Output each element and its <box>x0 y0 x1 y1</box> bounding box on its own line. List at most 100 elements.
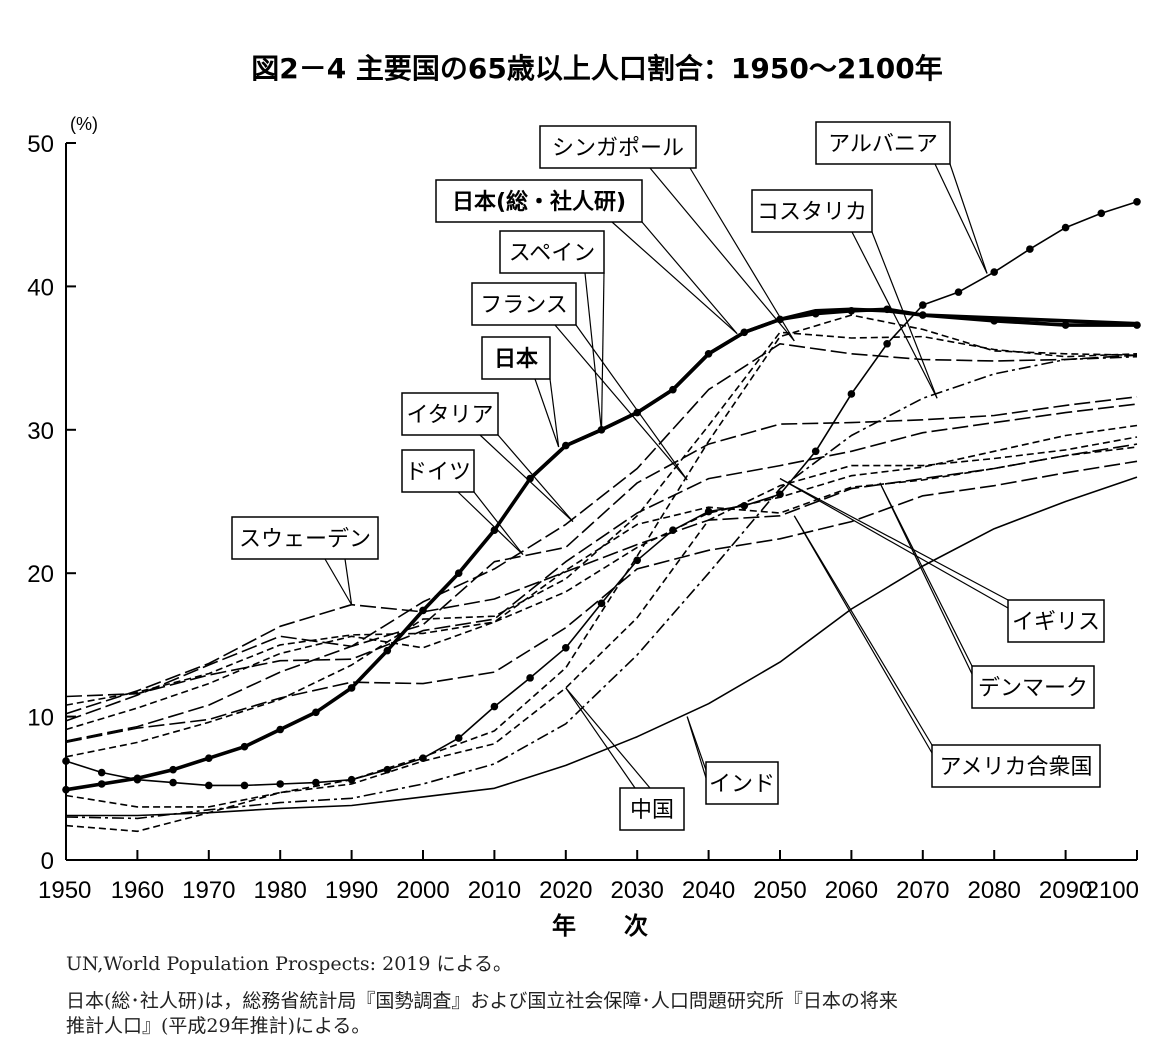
x-tick-label: 1980 <box>254 877 307 904</box>
series-2-point <box>97 768 106 777</box>
x-tick-label: 2030 <box>611 877 664 904</box>
series-2-point <box>205 781 213 790</box>
source-note: UN,World Population Prospects: 2019 による。 <box>66 953 512 975</box>
series-2-point <box>1061 223 1070 232</box>
series-1-point <box>883 305 891 314</box>
y-tick-label: 0 <box>41 848 54 875</box>
series-0-line <box>528 307 1138 480</box>
series-2-point <box>954 288 963 296</box>
series-2-point <box>847 390 856 398</box>
series-1-point <box>704 349 713 358</box>
leader-line <box>554 324 688 481</box>
series-2-point <box>62 757 70 765</box>
series-13-line <box>65 436 1138 808</box>
leader-line <box>934 163 988 274</box>
callout-13: 中国 <box>565 687 685 831</box>
series-1-point <box>990 317 998 325</box>
x-tick-label: 2010 <box>468 877 521 904</box>
series-12-line <box>65 460 1138 744</box>
callout-11: デンマーク <box>879 482 1095 709</box>
series-1-point <box>633 408 641 417</box>
leader-line <box>549 378 560 448</box>
series-1-point <box>383 646 392 655</box>
callout-2: 日本(総・社人研) <box>435 179 738 335</box>
leader-line <box>600 272 605 432</box>
leader-line <box>689 167 795 342</box>
callout-8: ドイツ <box>401 449 524 555</box>
series-2-point <box>919 301 927 309</box>
callout-label: アルバニア <box>828 132 938 157</box>
callout-label: 日本(総・社人研) <box>452 189 626 215</box>
series-2-point <box>312 778 320 787</box>
callout-box <box>705 761 779 805</box>
series-2-point <box>1097 209 1106 218</box>
x-tick-label: 2080 <box>968 877 1021 904</box>
x-tick-label: 2100 <box>1086 877 1139 904</box>
callout-box <box>231 516 379 560</box>
callout-12: アメリカ合衆国 <box>793 515 1101 788</box>
series-1-point <box>240 742 249 751</box>
callout-box <box>435 179 643 223</box>
leader-line <box>649 167 795 342</box>
callout-label: コスタリカ <box>757 200 867 225</box>
leader-line <box>344 558 353 605</box>
y-tick-label: 30 <box>27 418 54 445</box>
leader-line <box>473 491 524 555</box>
series-1-point <box>669 385 677 394</box>
y-axis-unit: (%) <box>70 114 98 134</box>
callout-box <box>931 744 1101 788</box>
series-3-line <box>65 314 1138 833</box>
series-2-point <box>526 674 534 682</box>
callout-label: スペイン <box>509 241 595 266</box>
callout-7: イタリア <box>401 392 574 523</box>
series-2-point <box>169 778 177 787</box>
series-14-line <box>66 476 1138 817</box>
x-tick-label: 1950 <box>38 877 91 904</box>
leader-line <box>851 231 938 399</box>
y-tick-label: 10 <box>27 705 54 732</box>
leader-line <box>534 378 560 448</box>
leader-line <box>565 687 636 789</box>
x-tick-label: 1990 <box>325 877 378 904</box>
callout-box <box>751 189 873 233</box>
series-2-point <box>562 643 570 652</box>
series-1-point <box>62 785 70 794</box>
series-1-point <box>1133 321 1141 329</box>
x-tick-label: 1970 <box>182 877 235 904</box>
series-7-line <box>65 342 1138 742</box>
series-2-point <box>811 447 820 456</box>
callout-6: 日本 <box>481 336 560 448</box>
x-tick-label: 2040 <box>682 877 735 904</box>
leader-line <box>793 515 933 746</box>
leader-line <box>457 491 524 555</box>
series-1-point <box>97 780 106 788</box>
series-1-point <box>205 754 213 762</box>
series-2-point <box>1133 197 1141 206</box>
callout-label: 日本 <box>494 347 538 372</box>
callout-label: イタリア <box>406 403 493 428</box>
series-2-point <box>633 556 641 565</box>
leader-line <box>949 163 988 274</box>
callout-box <box>539 125 697 169</box>
callout-box <box>971 665 1095 709</box>
series-layer <box>62 197 1141 833</box>
callout-10: イギリス <box>779 478 1105 643</box>
chart-title: 図2－4 主要国の65歳以上人口割合：1950～2100年 <box>251 52 943 85</box>
leader-line <box>497 434 574 522</box>
callout-box <box>499 230 605 274</box>
callout-label: シンガポール <box>552 136 684 161</box>
population-aging-chart: 図2－4 主要国の65歳以上人口割合：1950～2100年 (%) 010203… <box>27 52 1141 940</box>
series-2-point <box>490 702 499 711</box>
series-1-point <box>454 569 463 577</box>
series-1-point <box>1061 321 1070 329</box>
y-tick-label: 20 <box>27 561 54 588</box>
series-1-line <box>65 307 1137 792</box>
callout-label: 中国 <box>630 798 674 823</box>
leader-line <box>479 434 574 523</box>
callout-box <box>619 787 685 831</box>
japan-source-note-line2: 推計人口』(平成29年推計)による。 <box>66 1015 371 1037</box>
callout-label: スウェーデン <box>239 527 371 552</box>
x-axis-label: 年 次 <box>552 912 648 940</box>
